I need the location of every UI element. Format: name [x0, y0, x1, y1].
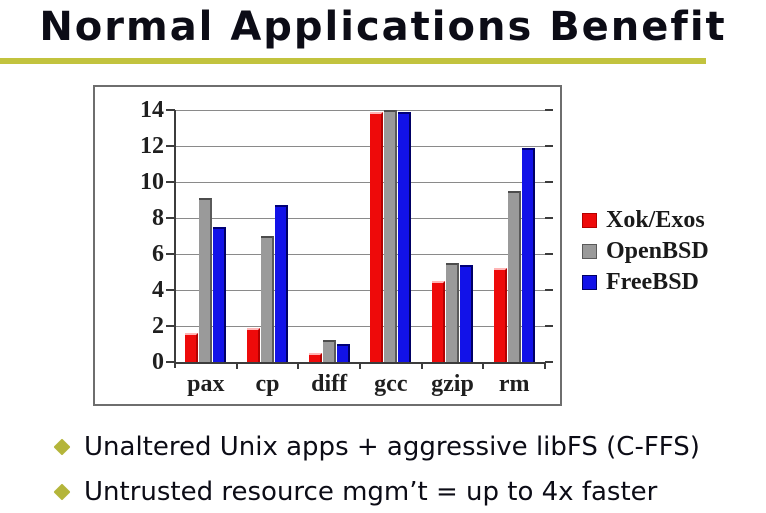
legend-swatch-openbsd [582, 244, 597, 259]
bar-group-rm [483, 110, 545, 362]
legend-label: OpenBSD [606, 238, 709, 264]
bar-openbsd-gzip [445, 263, 459, 362]
y-axis-label: 6 [152, 241, 164, 267]
bullet-list: Unaltered Unix apps + aggressive libFS (… [50, 424, 760, 513]
bar-openbsd-cp [260, 236, 274, 362]
bar-freebsd-gzip [459, 264, 473, 362]
bullet-item: Untrusted resource mgm’t = up to 4x fast… [50, 469, 760, 513]
category-label: diff [311, 371, 348, 397]
legend-label: Xok/Exos [606, 207, 705, 233]
category-label: gcc [374, 371, 408, 397]
y-axis-tick [166, 361, 175, 363]
y-axis-tick [166, 181, 175, 183]
bar-xok-exos-gzip [431, 281, 445, 362]
chart-frame: 0 2 4 6 8 10 12 14 pax cp diff gcc gzip rm [93, 85, 562, 406]
x-axis-line [174, 362, 545, 364]
title-underline [0, 58, 706, 64]
bar-xok-exos-rm [493, 268, 507, 362]
gridline [175, 145, 545, 147]
y-axis-tick-right [545, 253, 553, 255]
gridline [175, 181, 545, 183]
category-label: rm [498, 371, 530, 397]
x-axis-tick [420, 363, 423, 369]
legend-swatch-freebsd [582, 275, 597, 290]
gridline [175, 253, 545, 255]
bar-openbsd-diff [322, 340, 336, 362]
y-axis-label: 14 [140, 97, 164, 123]
y-axis-tick-right [545, 217, 553, 219]
y-axis-tick [166, 145, 175, 147]
legend-swatch-xok-exos [582, 213, 597, 228]
bar-group-gcc [360, 110, 422, 362]
y-axis-label: 12 [140, 133, 164, 159]
bar-group-diff [298, 110, 360, 362]
x-axis-tick [235, 363, 238, 369]
y-axis-tick-right [545, 361, 553, 363]
y-axis-tick-right [545, 289, 553, 291]
y-axis-tick-right [545, 109, 553, 111]
legend-label: FreeBSD [606, 269, 699, 295]
bullet-text: Untrusted resource mgm’t = up to 4x fast… [84, 476, 658, 507]
bar-group-gzip [422, 110, 484, 362]
bullet-diamond-icon [53, 483, 71, 500]
category-label: gzip [431, 371, 474, 397]
category-label: cp [255, 371, 280, 397]
gridline [175, 217, 545, 219]
y-axis-label: 0 [152, 349, 164, 375]
y-axis-tick [166, 289, 175, 291]
x-axis-tick [482, 363, 485, 369]
legend-item: OpenBSD [582, 236, 709, 267]
y-axis-tick-right [545, 325, 553, 327]
bullet-item: Unaltered Unix apps + aggressive libFS (… [50, 424, 760, 469]
y-axis-tick-right [545, 145, 553, 147]
y-axis-label: 10 [140, 169, 164, 195]
bar-group-cp [237, 110, 299, 362]
gridline [175, 325, 545, 327]
bar-openbsd-rm [507, 191, 521, 362]
x-axis-tick [297, 363, 300, 369]
bullet-text: Unaltered Unix apps + aggressive libFS (… [84, 431, 700, 462]
bar-xok-exos-cp [246, 327, 260, 362]
page-title: Normal Applications Benefit [39, 4, 727, 50]
legend-item: FreeBSD [582, 267, 709, 298]
y-axis-label: 2 [152, 313, 164, 339]
y-axis-tick [166, 253, 175, 255]
bar-freebsd-pax [213, 227, 227, 362]
y-axis-tick [166, 217, 175, 219]
y-axis-tick [166, 325, 175, 327]
bar-freebsd-gcc [398, 111, 412, 362]
bar-freebsd-diff [336, 344, 350, 362]
bar-freebsd-cp [274, 205, 288, 362]
legend-item: Xok/Exos [582, 205, 709, 236]
y-axis-line [174, 110, 176, 368]
gridline [175, 289, 545, 291]
bar-xok-exos-pax [185, 333, 199, 362]
y-axis-tick [166, 109, 175, 111]
bar-xok-exos-diff [308, 353, 322, 362]
category-label: pax [187, 371, 225, 397]
bar-openbsd-pax [199, 198, 213, 362]
y-axis-label: 8 [152, 205, 164, 231]
y-axis-tick-right [545, 181, 553, 183]
x-axis-tick [544, 363, 546, 369]
bar-openbsd-gcc [384, 110, 398, 362]
bar-xok-exos-gcc [370, 111, 384, 362]
legend: Xok/Exos OpenBSD FreeBSD [582, 205, 709, 298]
bullet-diamond-icon [53, 438, 71, 455]
gridline [175, 109, 545, 111]
bar-group-pax [175, 110, 237, 362]
bar-freebsd-rm [521, 147, 535, 362]
x-axis-tick [359, 363, 361, 369]
y-axis-label: 4 [152, 277, 164, 303]
